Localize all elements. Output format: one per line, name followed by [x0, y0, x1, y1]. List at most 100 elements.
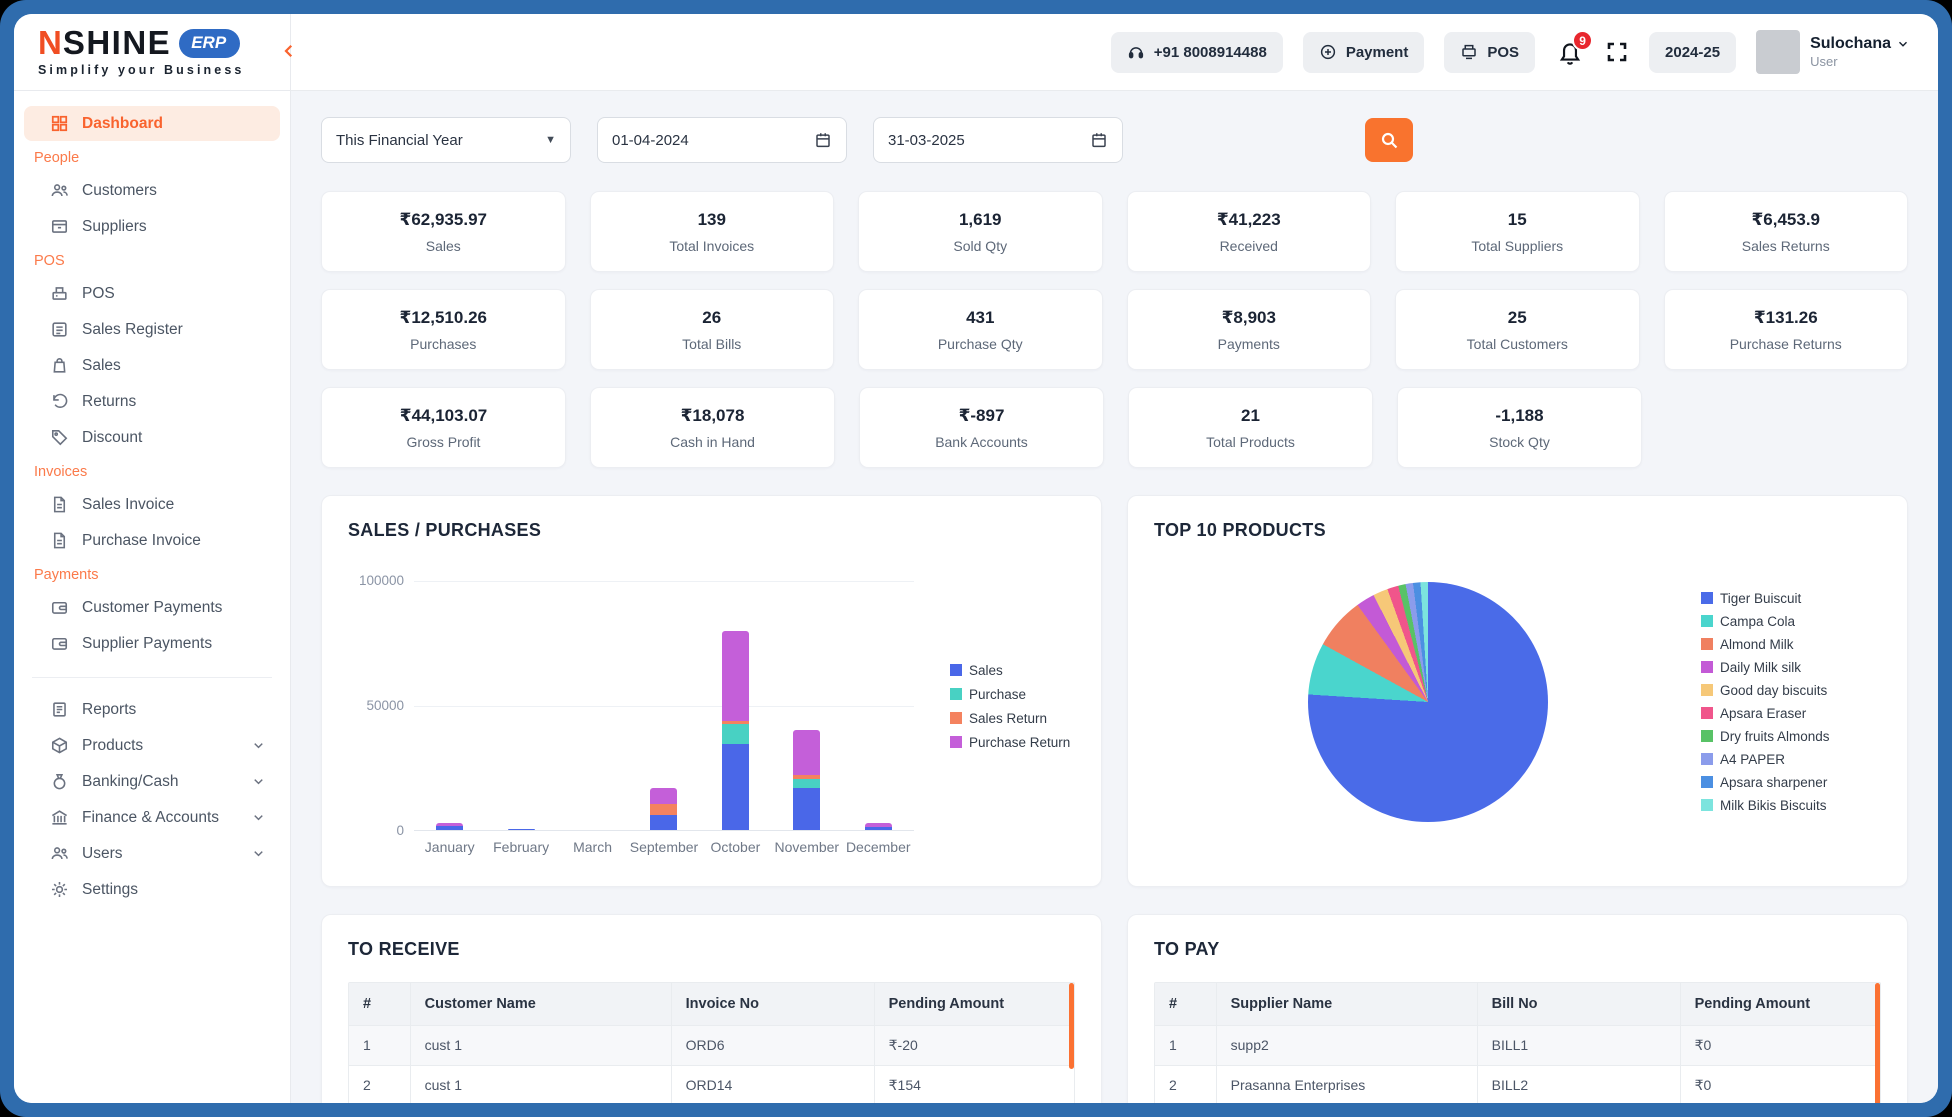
- notifications-bell[interactable]: 9: [1557, 30, 1594, 65]
- sidebar-item-label: Customer Payments: [82, 598, 223, 616]
- column-header-: #: [1155, 983, 1217, 1025]
- table-scrollbar[interactable]: [1069, 983, 1074, 1069]
- sidebar-item-sales-register[interactable]: Sales Register: [24, 312, 280, 347]
- bar-september[interactable]: [650, 787, 678, 830]
- stat-value: 139: [697, 209, 726, 229]
- sidebar-item-supplier-payments[interactable]: Supplier Payments: [24, 626, 280, 661]
- legend-item-milk-bikis-biscuits[interactable]: Milk Bikis Biscuits: [1701, 798, 1881, 813]
- stat-value: ₹-897: [958, 405, 1005, 425]
- erp-badge: ERP: [179, 28, 241, 58]
- sidebar-item-returns[interactable]: Returns: [24, 384, 280, 419]
- topbar: +91 8008914488 Payment POS 9: [291, 14, 1938, 91]
- plus-circle-icon: [1319, 43, 1337, 61]
- sidebar-item-customers[interactable]: Customers: [24, 173, 280, 208]
- legend-label: Campa Cola: [1720, 613, 1796, 629]
- sidebar-item-banking-cash[interactable]: Banking/Cash: [24, 764, 280, 799]
- legend-swatch: [950, 712, 962, 724]
- file-icon: [50, 495, 69, 514]
- bar-slot-september: [628, 581, 699, 830]
- sidebar-item-purchase-invoice[interactable]: Purchase Invoice: [24, 523, 280, 558]
- table-cell: ₹-20: [888, 1037, 918, 1053]
- chevron-down-icon: [1896, 37, 1910, 51]
- legend-item-tiger-buiscuit[interactable]: Tiger Buiscuit: [1701, 591, 1881, 606]
- grid-icon: [50, 114, 69, 133]
- bar-segment-purchase: [721, 724, 749, 744]
- sidebar-item-sales-invoice[interactable]: Sales Invoice: [24, 487, 280, 522]
- user-menu[interactable]: Sulochana User: [1756, 30, 1910, 74]
- legend-item-a4-paper[interactable]: A4 PAPER: [1701, 752, 1881, 767]
- bar-segment-purchase-return: [793, 730, 821, 775]
- sidebar-collapse-icon[interactable]: [280, 42, 298, 60]
- legend-item-purchase[interactable]: Purchase: [950, 687, 1070, 702]
- bar-plot-area: [414, 581, 914, 831]
- sidebar-item-customer-payments[interactable]: Customer Payments: [24, 590, 280, 625]
- table-row: 1 cust 1 ORD6 ₹-20: [349, 1026, 1074, 1066]
- search-button[interactable]: [1365, 118, 1413, 162]
- pos-button[interactable]: POS: [1444, 31, 1536, 73]
- table-cell: BILL1: [1478, 1026, 1681, 1065]
- sidebar-item-finance-accounts[interactable]: Finance & Accounts: [24, 800, 280, 835]
- legend-label: Tiger Buiscuit: [1720, 590, 1802, 606]
- legend-item-sales[interactable]: Sales: [950, 663, 1070, 678]
- stat-card-sold-qty: 1,619 Sold Qty: [858, 191, 1103, 272]
- sidebar-item-label: Products: [82, 736, 144, 754]
- table-scrollbar[interactable]: [1875, 983, 1880, 1103]
- users-icon: [50, 844, 69, 863]
- sidebar-item-suppliers[interactable]: Suppliers: [24, 209, 280, 244]
- legend-label: Milk Bikis Biscuits: [1720, 797, 1827, 813]
- legend-item-sales-return[interactable]: Sales Return: [950, 711, 1070, 726]
- stats-grid: ₹62,935.97 Sales 139 Total Invoices 1,619 Sol…: [321, 191, 1908, 468]
- sidebar-item-dashboard[interactable]: Dashboard: [24, 106, 280, 141]
- sidebar-item-sales[interactable]: Sales: [24, 348, 280, 383]
- legend-item-good-day-biscuits[interactable]: Good day biscuits: [1701, 683, 1881, 698]
- wallet-icon: [50, 598, 69, 617]
- stat-label: Purchase Qty: [937, 335, 1023, 352]
- bag-icon: [50, 356, 69, 375]
- register-icon: [50, 284, 69, 303]
- legend-item-apsara-sharpener[interactable]: Apsara sharpener: [1701, 775, 1881, 790]
- stat-card-sales-returns: ₹6,453.9 Sales Returns: [1663, 191, 1908, 272]
- stat-card-gross-profit: ₹44,103.07 Gross Profit: [321, 387, 566, 468]
- support-phone-button[interactable]: +91 8008914488: [1110, 31, 1283, 73]
- bar-january[interactable]: [436, 823, 464, 830]
- date-to-input[interactable]: 31-03-2025: [873, 117, 1123, 163]
- legend-item-dry-fruits-almonds[interactable]: Dry fruits Almonds: [1701, 729, 1881, 744]
- payment-button[interactable]: Payment: [1302, 31, 1425, 73]
- notification-count-badge: 9: [1572, 30, 1594, 51]
- legend-label: Purchase: [969, 686, 1027, 702]
- bar-november[interactable]: [793, 730, 821, 830]
- legend-item-daily-milk-silk[interactable]: Daily Milk silk: [1701, 660, 1881, 675]
- stat-label: Bank Accounts: [935, 433, 1028, 450]
- sidebar-item-discount[interactable]: Discount: [24, 420, 280, 455]
- sidebar-item-settings[interactable]: Settings: [24, 872, 280, 907]
- filter-row: This Financial Year ▼ 01-04-2024 31-03-20…: [321, 117, 1908, 163]
- bar-march[interactable]: [579, 829, 607, 830]
- legend-item-almond-milk[interactable]: Almond Milk: [1701, 637, 1881, 652]
- bar-december[interactable]: [864, 823, 892, 830]
- legend-item-apsara-eraser[interactable]: Apsara Eraser: [1701, 706, 1881, 721]
- legend-item-purchase-return[interactable]: Purchase Return: [950, 735, 1070, 750]
- stat-label: Purchases: [410, 335, 477, 352]
- column-header-pending-amount: Pending Amount: [1694, 996, 1811, 1012]
- sidebar-section-invoices: Invoices: [34, 464, 88, 480]
- bar-slot-february: [485, 581, 556, 830]
- bar-chart: 100000 50000 0 Sales Purchase Sales Return Pu…: [348, 573, 1075, 838]
- bar-slot-november: [771, 581, 842, 830]
- file-icon: [50, 531, 69, 550]
- bar-october[interactable]: [721, 630, 749, 830]
- legend-item-campa-cola[interactable]: Campa Cola: [1701, 614, 1881, 629]
- y-tick: 0: [396, 823, 404, 838]
- fullscreen-icon[interactable]: [1605, 40, 1629, 64]
- stat-card-bank-accounts: ₹-897 Bank Accounts: [859, 387, 1104, 468]
- date-from-input[interactable]: 01-04-2024: [597, 117, 847, 163]
- sidebar-item-reports[interactable]: Reports: [24, 692, 280, 727]
- period-select[interactable]: This Financial Year ▼: [321, 117, 571, 163]
- bar-segment-sales: [864, 826, 892, 830]
- stat-card-total-customers: 25 Total Customers: [1395, 289, 1640, 370]
- sidebar-item-products[interactable]: Products: [24, 728, 280, 763]
- sidebar-item-pos[interactable]: POS: [24, 276, 280, 311]
- stat-label: Total Bills: [682, 335, 742, 352]
- financial-year-button[interactable]: 2024-25: [1649, 31, 1737, 73]
- bar-february[interactable]: [507, 829, 535, 830]
- sidebar-item-users[interactable]: Users: [24, 836, 280, 871]
